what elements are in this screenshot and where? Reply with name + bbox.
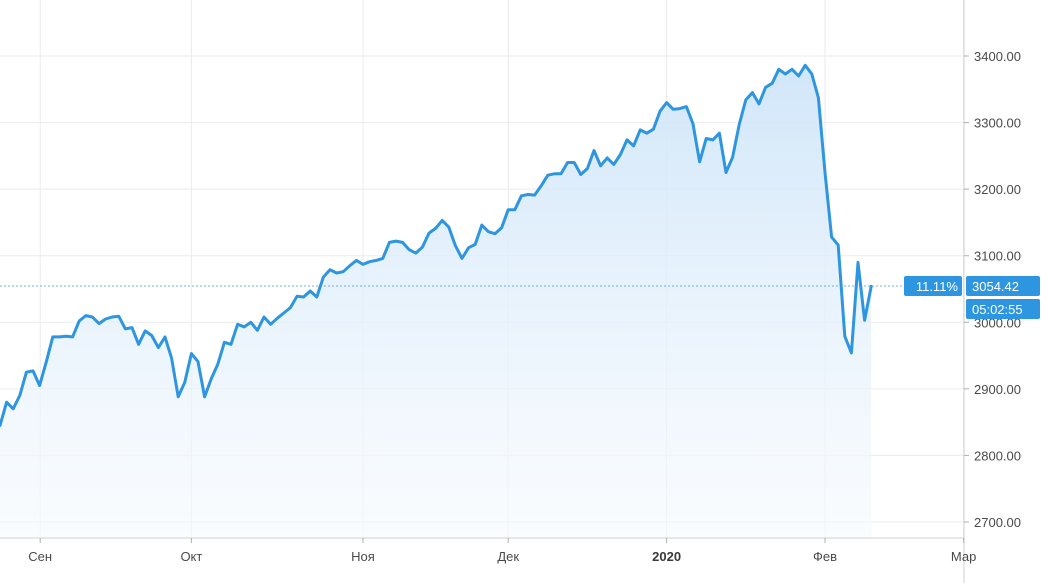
price-badge — [966, 276, 1040, 297]
x-axis-labels: Сен Окт Ноя Дек 2020 Фев Мар — [28, 538, 976, 564]
price-line — [0, 63, 873, 427]
countdown-text: 05:02:55 — [972, 302, 1023, 317]
x-tick-label: Ноя — [351, 549, 375, 564]
x-tick-label: Сен — [28, 549, 52, 564]
y-tick-label: 2900.00 — [974, 382, 1021, 397]
y-tick-label: 2800.00 — [974, 448, 1021, 463]
x-tick-label: Фев — [813, 549, 837, 564]
countdown-badge — [966, 299, 1040, 320]
y-tick-label: 3300.00 — [974, 116, 1021, 131]
y-tick-label: 2700.00 — [974, 515, 1021, 530]
x-tick-label: Мар — [951, 549, 976, 564]
y-axis-labels: 2700.002800.002900.003000.003100.003200.… — [964, 49, 1021, 530]
last-price-text: 3054.42 — [972, 279, 1019, 294]
price-area-fill — [0, 65, 872, 539]
change-badge — [904, 276, 962, 297]
last-price-badges: 11.11% 3054.42 05:02:55 — [904, 276, 1040, 320]
y-tick-label: 3400.00 — [974, 49, 1021, 64]
x-tick-label: Окт — [180, 549, 202, 564]
x-tick-label: 2020 — [652, 549, 681, 564]
change-badge-text: 11.11% — [916, 279, 959, 294]
y-tick-label: 3100.00 — [974, 249, 1021, 264]
x-tick-label: Дек — [497, 549, 519, 564]
y-tick-label: 3200.00 — [974, 182, 1021, 197]
